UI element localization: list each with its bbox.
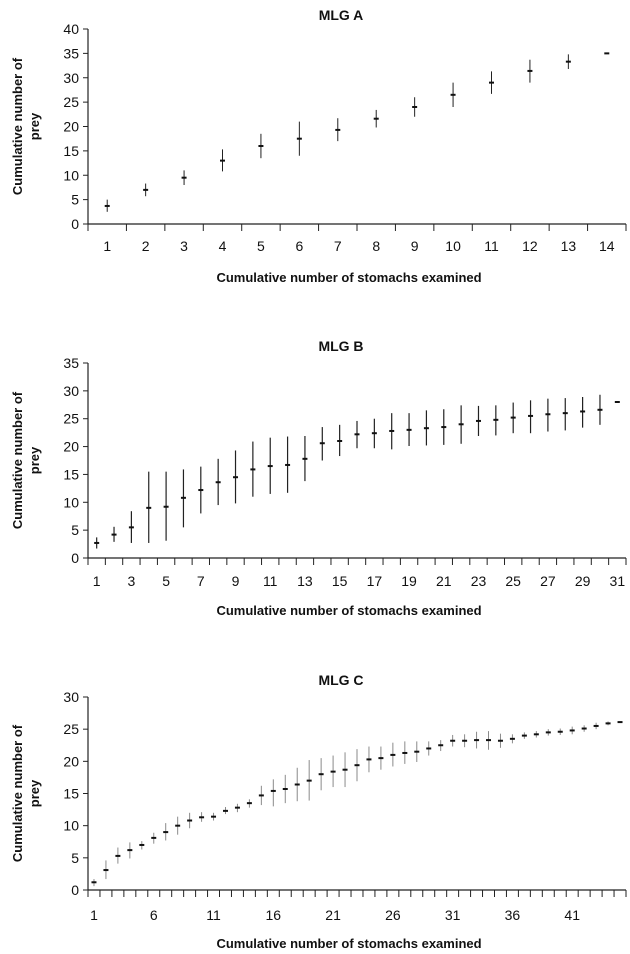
x-tick-label: 23 [471,573,487,589]
y-tick-label: 25 [63,721,79,737]
x-tick-label: 10 [445,238,461,254]
x-tick-label: 8 [372,238,380,254]
x-tick-label: 6 [150,907,158,923]
y-tick-label: 25 [63,411,79,427]
y-tick-label: 35 [63,45,79,61]
x-tick-label: 21 [436,573,452,589]
x-tick-label: 11 [484,238,499,254]
y-tick-label: 30 [63,689,79,705]
y-tick-label: 0 [71,550,79,566]
x-axis-label: Cumulative number of stomachs examined [216,603,481,618]
x-tick-label: 31 [610,573,626,589]
y-tick-label: 15 [63,786,79,802]
x-tick-label: 11 [206,907,221,923]
y-tick-label: 30 [63,383,79,399]
y-axis-label: Cumulative number of prey [10,391,42,529]
x-tick-label: 7 [197,573,205,589]
x-tick-label: 36 [505,907,521,923]
x-tick-label: 3 [127,573,135,589]
x-tick-label: 17 [367,573,383,589]
y-tick-label: 15 [63,143,79,159]
x-tick-label: 12 [522,238,538,254]
chart-title: MLG C [318,672,363,688]
x-tick-label: 19 [401,573,417,589]
y-tick-label: 30 [63,70,79,86]
x-tick-label: 29 [575,573,591,589]
y-axis-label: Cumulative number of prey [10,724,42,862]
x-tick-label: 14 [599,238,615,254]
x-tick-label: 31 [445,907,461,923]
x-tick-label: 1 [103,238,111,254]
x-tick-label: 3 [180,238,188,254]
x-tick-label: 15 [332,573,348,589]
y-tick-label: 40 [63,21,79,37]
x-tick-label: 21 [325,907,341,923]
x-tick-label: 6 [295,238,303,254]
x-tick-label: 11 [263,573,278,589]
x-tick-label: 9 [411,238,419,254]
y-tick-label: 20 [63,119,79,135]
x-tick-label: 27 [540,573,556,589]
y-tick-label: 10 [63,818,79,834]
x-tick-label: 7 [334,238,342,254]
y-tick-label: 25 [63,94,79,110]
y-tick-label: 35 [63,355,79,371]
x-tick-label: 5 [162,573,170,589]
y-tick-label: 5 [71,192,79,208]
chart-panel-3: MLG C Cumulative number of prey 0 5 10 15 20 25 3… [10,672,627,951]
x-tick-label: 1 [90,907,98,923]
x-tick-label: 16 [266,907,282,923]
chart-title: MLG A [319,7,364,23]
y-tick-label: 20 [63,439,79,455]
x-axis-label: Cumulative number of stomachs examined [216,270,481,285]
x-tick-label: 9 [232,573,240,589]
x-tick-label: 4 [219,238,227,254]
y-tick-label: 5 [71,850,79,866]
y-tick-label: 5 [71,522,79,538]
y-tick-label: 0 [71,882,79,898]
x-tick-label: 26 [385,907,401,923]
x-tick-label: 13 [297,573,313,589]
y-tick-label: 15 [63,466,79,482]
y-axis-label: Cumulative number of prey [10,57,42,195]
x-axis-label: Cumulative number of stomachs examined [216,936,481,951]
y-tick-label: 10 [63,167,79,183]
x-tick-label: 41 [564,907,580,923]
x-tick-label: 25 [505,573,521,589]
x-tick-label: 13 [561,238,577,254]
y-tick-label: 20 [63,753,79,769]
y-tick-label: 0 [71,216,79,232]
x-tick-label: 2 [142,238,150,254]
chart-title: MLG B [318,338,363,354]
x-tick-label: 1 [93,573,101,589]
y-tick-label: 10 [63,494,79,510]
x-tick-label: 5 [257,238,265,254]
